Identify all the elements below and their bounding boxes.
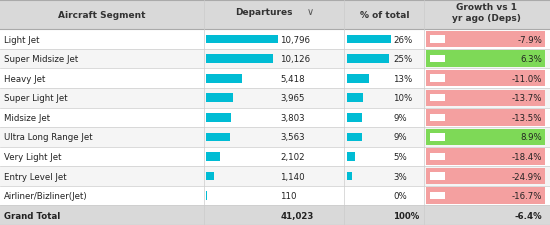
Text: Super Light Jet: Super Light Jet xyxy=(4,94,68,103)
Text: 3,563: 3,563 xyxy=(280,133,305,142)
Text: 3,803: 3,803 xyxy=(280,113,305,122)
Text: 6.3%: 6.3% xyxy=(520,55,542,64)
FancyBboxPatch shape xyxy=(430,114,445,122)
Text: 5%: 5% xyxy=(393,152,407,161)
Text: 10,796: 10,796 xyxy=(280,35,311,44)
FancyBboxPatch shape xyxy=(426,188,544,204)
FancyBboxPatch shape xyxy=(430,36,445,44)
FancyBboxPatch shape xyxy=(0,30,550,50)
FancyBboxPatch shape xyxy=(346,94,364,103)
Text: Ultra Long Range Jet: Ultra Long Range Jet xyxy=(4,133,93,142)
FancyBboxPatch shape xyxy=(346,133,362,142)
Text: Super Midsize Jet: Super Midsize Jet xyxy=(4,55,79,64)
Text: 41,023: 41,023 xyxy=(280,211,314,220)
FancyBboxPatch shape xyxy=(430,153,445,160)
Text: Midsize Jet: Midsize Jet xyxy=(4,113,51,122)
FancyBboxPatch shape xyxy=(0,108,550,128)
Text: 8.9%: 8.9% xyxy=(520,133,542,142)
Text: 100%: 100% xyxy=(393,211,420,220)
FancyBboxPatch shape xyxy=(0,1,550,30)
Text: 26%: 26% xyxy=(393,35,412,44)
Text: -18.4%: -18.4% xyxy=(512,152,542,161)
FancyBboxPatch shape xyxy=(0,166,550,186)
FancyBboxPatch shape xyxy=(426,168,544,184)
Text: 1,140: 1,140 xyxy=(280,172,305,181)
Text: -16.7%: -16.7% xyxy=(512,191,542,200)
FancyBboxPatch shape xyxy=(0,89,550,108)
FancyBboxPatch shape xyxy=(430,95,445,102)
FancyBboxPatch shape xyxy=(206,133,230,142)
FancyBboxPatch shape xyxy=(206,94,233,103)
FancyBboxPatch shape xyxy=(346,113,362,122)
FancyBboxPatch shape xyxy=(206,152,220,161)
FancyBboxPatch shape xyxy=(206,172,214,181)
FancyBboxPatch shape xyxy=(0,147,550,166)
Text: 25%: 25% xyxy=(393,55,412,64)
Text: 10,126: 10,126 xyxy=(280,55,311,64)
Text: -6.4%: -6.4% xyxy=(515,211,542,220)
Text: 3,965: 3,965 xyxy=(280,94,305,103)
FancyBboxPatch shape xyxy=(426,148,544,165)
Text: -11.0%: -11.0% xyxy=(512,74,542,83)
Text: -7.9%: -7.9% xyxy=(518,35,542,44)
FancyBboxPatch shape xyxy=(426,90,544,106)
FancyBboxPatch shape xyxy=(346,172,351,181)
Text: Airliner/Bizliner(Jet): Airliner/Bizliner(Jet) xyxy=(4,191,88,200)
FancyBboxPatch shape xyxy=(206,113,232,122)
FancyBboxPatch shape xyxy=(346,152,355,161)
FancyBboxPatch shape xyxy=(0,128,550,147)
FancyBboxPatch shape xyxy=(0,69,550,89)
Text: Light Jet: Light Jet xyxy=(4,35,40,44)
Text: 10%: 10% xyxy=(393,94,412,103)
FancyBboxPatch shape xyxy=(426,110,544,126)
Text: 0%: 0% xyxy=(393,191,407,200)
Text: Growth vs 1
yr ago (Deps): Growth vs 1 yr ago (Deps) xyxy=(452,3,521,23)
FancyBboxPatch shape xyxy=(0,205,550,225)
Text: Aircraft Segment: Aircraft Segment xyxy=(58,11,146,20)
FancyBboxPatch shape xyxy=(430,134,445,141)
Text: Grand Total: Grand Total xyxy=(4,211,60,220)
FancyBboxPatch shape xyxy=(206,55,273,64)
Text: 5,418: 5,418 xyxy=(280,74,305,83)
Text: -13.7%: -13.7% xyxy=(512,94,542,103)
FancyBboxPatch shape xyxy=(346,55,389,64)
Text: 13%: 13% xyxy=(393,74,412,83)
Text: Heavy Jet: Heavy Jet xyxy=(4,74,46,83)
FancyBboxPatch shape xyxy=(426,71,544,87)
FancyBboxPatch shape xyxy=(426,32,544,48)
FancyBboxPatch shape xyxy=(206,74,242,83)
FancyBboxPatch shape xyxy=(430,192,445,200)
FancyBboxPatch shape xyxy=(430,173,445,180)
FancyBboxPatch shape xyxy=(426,51,544,68)
Text: 9%: 9% xyxy=(393,113,407,122)
FancyBboxPatch shape xyxy=(430,75,445,83)
FancyBboxPatch shape xyxy=(206,191,207,200)
FancyBboxPatch shape xyxy=(426,129,544,146)
FancyBboxPatch shape xyxy=(0,50,550,69)
Text: 2,102: 2,102 xyxy=(280,152,305,161)
FancyBboxPatch shape xyxy=(0,186,550,205)
Text: ∨: ∨ xyxy=(307,7,314,17)
FancyBboxPatch shape xyxy=(346,74,368,83)
Text: Very Light Jet: Very Light Jet xyxy=(4,152,62,161)
Text: Departures: Departures xyxy=(235,8,293,17)
Text: Entry Level Jet: Entry Level Jet xyxy=(4,172,67,181)
Text: 3%: 3% xyxy=(393,172,407,181)
Text: 110: 110 xyxy=(280,191,297,200)
FancyBboxPatch shape xyxy=(346,36,390,44)
Text: 9%: 9% xyxy=(393,133,407,142)
Text: -24.9%: -24.9% xyxy=(512,172,542,181)
FancyBboxPatch shape xyxy=(430,56,445,63)
Text: % of total: % of total xyxy=(360,11,410,20)
Text: -13.5%: -13.5% xyxy=(512,113,542,122)
FancyBboxPatch shape xyxy=(206,36,278,44)
